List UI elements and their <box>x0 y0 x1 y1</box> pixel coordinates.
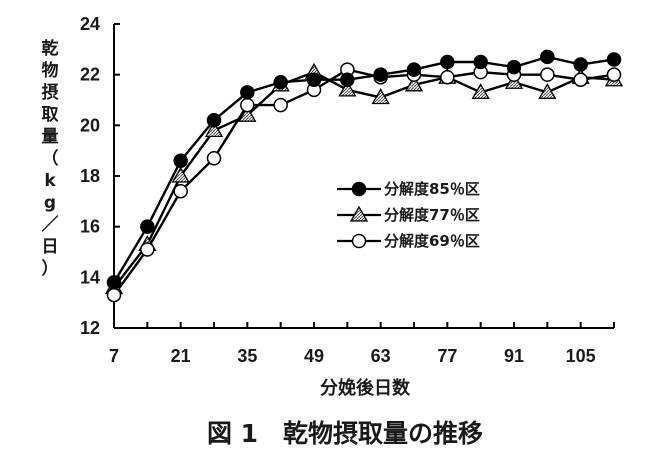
data-point <box>206 151 222 166</box>
x-tick-label: 77 <box>437 346 457 366</box>
series-line <box>113 70 615 289</box>
data-point <box>306 72 322 87</box>
x-axis-label: 分娩後日数 <box>320 377 411 399</box>
x-tick-label: 7 <box>109 346 119 366</box>
data-point <box>240 85 255 100</box>
y-tick-label: 14 <box>80 267 100 287</box>
data-point <box>573 72 588 87</box>
data-point <box>173 153 188 169</box>
y-tick-label: 24 <box>80 14 100 34</box>
data-point <box>373 67 388 82</box>
data-point <box>240 97 255 113</box>
y-tick-label: 18 <box>80 166 100 186</box>
data-point <box>206 113 222 128</box>
legend-label: 分解度77％区 <box>384 206 480 224</box>
data-point <box>406 62 422 77</box>
x-tick-label: 35 <box>237 346 257 366</box>
data-point <box>204 121 224 138</box>
data-point <box>404 75 424 92</box>
data-point <box>171 166 190 183</box>
data-point <box>540 67 555 82</box>
legend-label: 分解度69％区 <box>384 232 480 250</box>
data-point <box>440 69 455 85</box>
data-point <box>371 88 390 105</box>
y-axis-label: 乾物摂取量（ k g ／日） <box>42 38 59 279</box>
x-tick-label: 105 <box>566 346 596 366</box>
data-point <box>606 67 622 82</box>
data-point <box>540 49 555 65</box>
data-point <box>573 57 588 72</box>
x-tick-label: 21 <box>171 346 191 366</box>
legend-marker <box>351 233 367 249</box>
legend-marker <box>349 205 369 222</box>
data-point <box>106 275 122 290</box>
data-point <box>606 52 622 67</box>
data-point <box>338 80 357 97</box>
x-tick-label: 49 <box>304 346 324 366</box>
y-tick-label: 22 <box>80 65 100 85</box>
y-tick-label: 12 <box>80 318 100 338</box>
data-point <box>273 97 288 113</box>
data-point <box>140 219 155 234</box>
series-line <box>112 55 615 284</box>
legend-label: 分解度85％区 <box>384 180 480 198</box>
data-point <box>238 105 257 122</box>
data-point <box>471 83 490 100</box>
x-tick-label: 63 <box>371 346 391 366</box>
data-point <box>106 287 122 303</box>
data-point <box>440 54 455 70</box>
figure-caption: 図 1 乾物摂取量の推移 <box>207 419 483 448</box>
y-tick-label: 16 <box>80 217 100 237</box>
data-point <box>273 75 288 90</box>
x-tick-label: 91 <box>504 346 524 366</box>
legend-marker <box>351 181 367 197</box>
data-point <box>140 242 155 257</box>
data-point <box>340 72 355 87</box>
y-tick-label: 20 <box>80 115 100 135</box>
data-point <box>173 183 188 199</box>
data-point <box>473 54 488 70</box>
data-point <box>506 59 522 75</box>
data-point <box>538 83 557 100</box>
series-line <box>113 68 615 296</box>
